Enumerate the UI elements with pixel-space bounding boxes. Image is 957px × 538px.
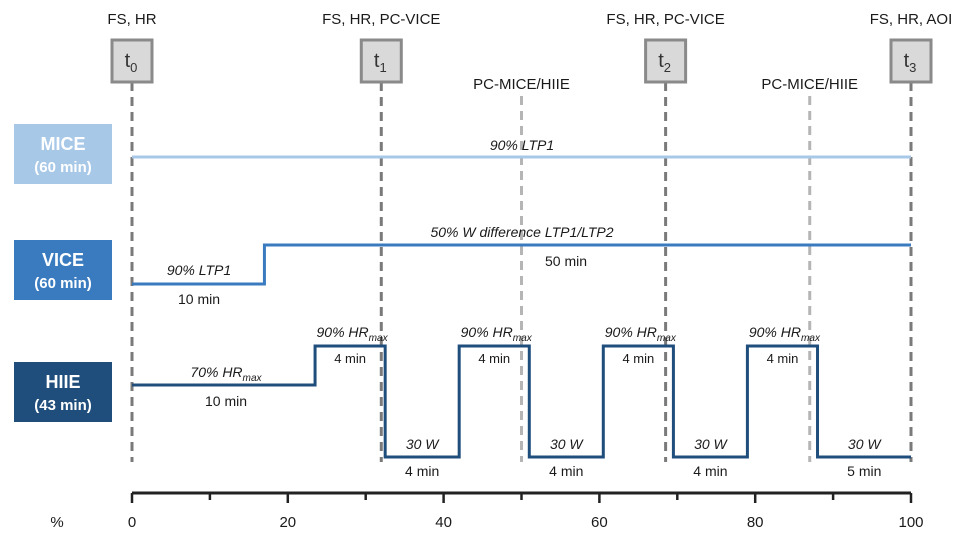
profile-labels: PC-MICE/HIIE PC-MICE/HIIE FS, HR FS, HR, PC… xyxy=(107,11,952,479)
hiie-high-time: 4 min xyxy=(622,351,654,366)
axis-tick-label: 40 xyxy=(435,514,452,531)
hiie-high-time: 4 min xyxy=(767,351,799,366)
vice-main-intensity: 50% W difference LTP1/LTP2 xyxy=(430,224,613,240)
hiie-warmup-time: 10 min xyxy=(205,393,247,409)
hiie-high-time: 4 min xyxy=(334,351,366,366)
axis-unit-label: % xyxy=(50,514,63,531)
timepoint-dashed-lines xyxy=(130,82,913,462)
timepoint-measures-t2: FS, HR, PC-VICE xyxy=(606,11,724,28)
hiie-low-time: 4 min xyxy=(693,463,727,479)
vice-line xyxy=(132,243,911,286)
hiie-low-intensity: 30 W xyxy=(406,436,440,452)
pc-marker-label: PC-MICE/HIIE xyxy=(761,76,858,93)
pc-marker-label: PC-MICE/HIIE xyxy=(473,76,570,93)
hiie-high-intensity: 90% HRmax xyxy=(317,324,389,344)
vice-warmup-intensity: 90% LTP1 xyxy=(167,262,231,278)
hiie-warmup-intensity: 70% HRmax xyxy=(190,364,262,384)
timepoint-box-t0: t0 xyxy=(110,38,154,84)
hiie-low-time: 5 min xyxy=(847,463,881,479)
timepoint-box-t2: t2 xyxy=(644,38,688,84)
timepoint-label-t2: t2 xyxy=(658,50,671,75)
percent-axis: 0 20 40 60 80 100% xyxy=(50,491,924,531)
mice-duration: (60 min) xyxy=(34,159,92,176)
mice-condition-box: MICE (60 min) xyxy=(14,124,112,184)
vice-duration: (60 min) xyxy=(34,275,92,292)
hiie-low-intensity: 30 W xyxy=(694,436,728,452)
timepoint-label-t1: t1 xyxy=(374,50,387,75)
vice-warmup-time: 10 min xyxy=(178,291,220,307)
axis-tick-label: 100 xyxy=(898,514,923,531)
hiie-low-time: 4 min xyxy=(549,463,583,479)
axis-tick-label: 20 xyxy=(279,514,296,531)
vice-main-time: 50 min xyxy=(545,253,587,269)
hiie-line xyxy=(132,344,911,459)
vice-condition-box: VICE (60 min) xyxy=(14,240,112,300)
hiie-high-intensity: 90% HRmax xyxy=(749,324,821,344)
timepoint-box-t3: t3 xyxy=(889,38,933,84)
axis-tick-label: 80 xyxy=(747,514,764,531)
axis-tick-label: 0 xyxy=(128,514,136,531)
intensity-profile-lines xyxy=(132,155,911,459)
timepoint-label-t3: t3 xyxy=(904,50,917,75)
hiie-low-time: 4 min xyxy=(405,463,439,479)
condition-boxes: MICE (60 min) VICE (60 min) HIIE (43 min) xyxy=(14,124,112,422)
timepoint-measures-t3: FS, HR, AOI xyxy=(870,11,953,28)
hiie-condition-box: HIIE (43 min) xyxy=(14,362,112,422)
timepoint-measures-t1: FS, HR, PC-VICE xyxy=(322,11,440,28)
hiie-high-intensity: 90% HRmax xyxy=(605,324,677,344)
hiie-name: HIIE xyxy=(45,372,80,392)
timepoint-box-t1: t1 xyxy=(359,38,403,84)
hiie-duration: (43 min) xyxy=(34,397,92,414)
vice-name: VICE xyxy=(42,250,84,270)
timepoint-label-t0: t0 xyxy=(125,50,138,75)
hiie-low-intensity: 30 W xyxy=(848,436,882,452)
timepoint-boxes: t0 t1 t2 t3 xyxy=(110,38,933,84)
mice-intensity-label: 90% LTP1 xyxy=(490,137,554,153)
mice-name: MICE xyxy=(41,134,86,154)
hiie-high-intensity: 90% HRmax xyxy=(461,324,533,344)
hiie-low-intensity: 30 W xyxy=(550,436,584,452)
timepoint-measures-t0: FS, HR xyxy=(107,11,156,28)
hiie-high-time: 4 min xyxy=(478,351,510,366)
axis-tick-label: 60 xyxy=(591,514,608,531)
